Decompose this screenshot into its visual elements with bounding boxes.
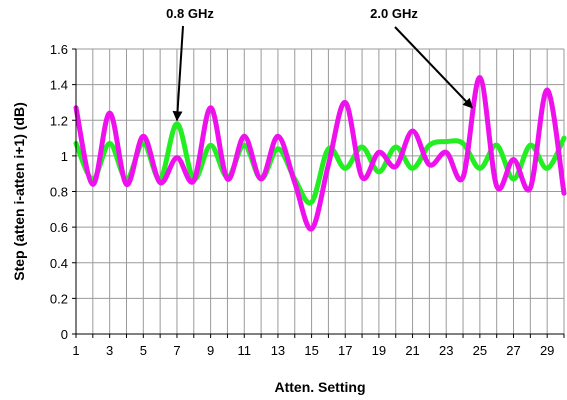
annotation-arrow (394, 26, 474, 109)
annotations: 0.8 GHz 2.0 GHz (166, 6, 474, 122)
x-axis-ticks: 1 3 5 7 9 11 13 15 17 19 21 23 25 27 29 (72, 334, 565, 358)
x-tick-label: 29 (540, 343, 554, 358)
y-tick-label: 0 (61, 327, 68, 342)
x-tick-label: 7 (173, 343, 180, 358)
x-tick-label: 1 (72, 343, 79, 358)
series-layer (73, 74, 567, 232)
y-tick-label: 0.6 (50, 220, 68, 235)
y-tick-label: 0.2 (50, 291, 68, 306)
series-line-1 (73, 74, 567, 232)
x-tick-label: 27 (506, 343, 520, 358)
x-tick-label: 23 (439, 343, 453, 358)
y-axis-ticks: 0 0.2 0.4 0.6 0.8 1 1.2 1.4 1.6 (50, 42, 76, 342)
x-tick-label: 3 (106, 343, 113, 358)
y-tick-label: 1.4 (50, 78, 68, 93)
x-tick-label: 13 (271, 343, 285, 358)
y-tick-label: 1 (61, 149, 68, 164)
x-tick-label: 21 (405, 343, 419, 358)
x-tick-label: 25 (473, 343, 487, 358)
annotation-arrow (172, 25, 184, 122)
x-tick-label: 11 (238, 343, 252, 358)
y-axis-title: Step (atten i-atten i+1) (dB) (11, 102, 27, 281)
x-axis-title: Atten. Setting (275, 379, 366, 395)
annotation-label: 2.0 GHz (370, 6, 418, 21)
annotation-label: 0.8 GHz (166, 6, 214, 21)
y-tick-label: 0.4 (50, 256, 68, 271)
x-tick-label: 15 (304, 343, 318, 358)
y-tick-label: 1.2 (50, 113, 68, 128)
x-tick-label: 9 (207, 343, 214, 358)
x-tick-label: 19 (372, 343, 386, 358)
y-tick-label: 1.6 (50, 42, 68, 57)
y-tick-label: 0.8 (50, 185, 68, 200)
x-tick-label: 17 (338, 343, 352, 358)
x-tick-label: 5 (140, 343, 147, 358)
